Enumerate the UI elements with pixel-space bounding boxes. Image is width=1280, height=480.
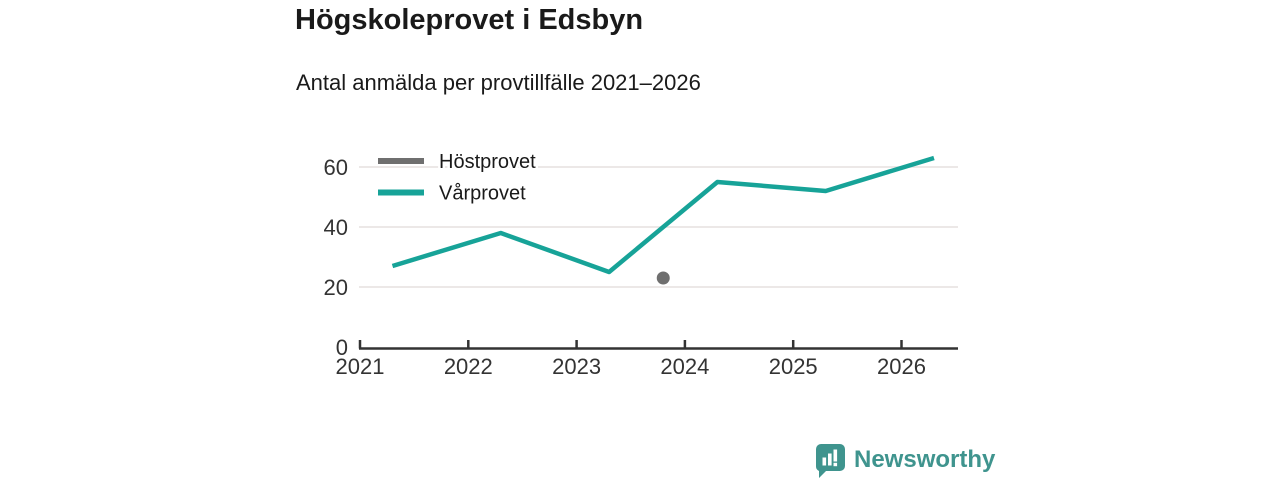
series-point-höstprovet — [656, 271, 670, 285]
legend-label-höstprovet: Höstprovet — [439, 151, 536, 173]
x-tick-label-2022: 2022 — [444, 354, 493, 379]
x-tick-label-2023: 2023 — [552, 354, 601, 379]
chart-title: Högskoleprovet i Edsbyn — [295, 4, 644, 36]
x-tick-label-2026: 2026 — [877, 354, 926, 379]
chart-subtitle: Antal anmälda per provtillfälle 2021–202… — [296, 70, 701, 95]
newsworthy-logo[interactable]: Newsworthy — [815, 440, 995, 480]
x-tick-label-2024: 2024 — [660, 354, 709, 379]
y-tick-label-40: 40 — [324, 215, 348, 240]
y-tick-label-20: 20 — [324, 275, 348, 300]
newsworthy-icon — [816, 444, 845, 478]
series-line-vårprovet — [391, 155, 935, 275]
logo-bar-tall — [828, 453, 832, 466]
x-tick-label-2021: 2021 — [336, 354, 385, 379]
logo-exclamation-bar — [833, 449, 838, 462]
y-tick-label-0: 0 — [336, 335, 348, 360]
legend-label-vårprovet: Vårprovet — [439, 183, 526, 205]
newsworthy-wordmark: Newsworthy — [854, 446, 996, 473]
x-tick-label-2025: 2025 — [769, 354, 818, 379]
logo-exclamation-dot — [833, 462, 838, 467]
logo-bar-short — [822, 457, 827, 466]
y-tick-label-60: 60 — [324, 155, 348, 180]
